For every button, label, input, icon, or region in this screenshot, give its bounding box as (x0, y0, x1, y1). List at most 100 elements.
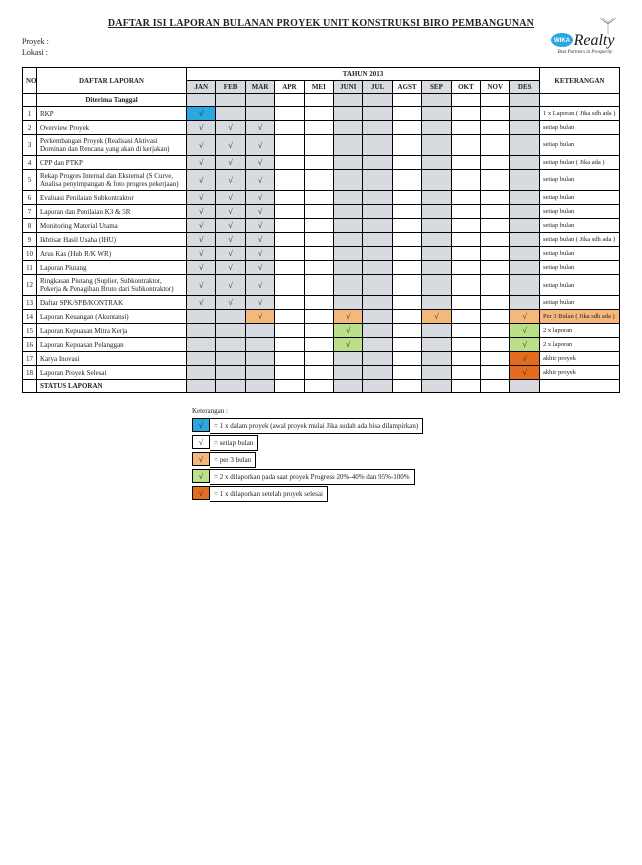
month-cell (451, 191, 480, 205)
table-row: 1RKP√1 x Laporan ( Jika sdh ada ) (23, 107, 620, 121)
th-tahun: TAHUN 2013 (187, 68, 540, 81)
month-cell: √ (187, 205, 216, 219)
month-cell (304, 261, 333, 275)
month-cell (392, 247, 421, 261)
month-cell (422, 219, 451, 233)
month-cell: √ (187, 191, 216, 205)
month-cell (187, 94, 216, 107)
month-cell (304, 219, 333, 233)
legend-swatch: √ (192, 452, 210, 466)
month-cell (392, 324, 421, 338)
month-cell (304, 205, 333, 219)
month-cell (245, 338, 274, 352)
month-cell (392, 121, 421, 135)
month-cell (422, 94, 451, 107)
th-no: NO (23, 68, 37, 94)
month-cell (451, 247, 480, 261)
month-cell: √ (245, 170, 274, 191)
month-cell (510, 94, 540, 107)
month-cell (363, 135, 392, 156)
month-cell: √ (334, 310, 363, 324)
cell-desc: Daftar SPK/SPB/KONTRAK (37, 296, 187, 310)
cell-desc: Perkembangan Proyek (Realisasi Aktivasi … (37, 135, 187, 156)
legend-swatch: √ (192, 469, 210, 483)
report-table: NO DAFTAR LAPORAN TAHUN 2013 KETERANGAN … (22, 67, 620, 393)
month-cell (275, 324, 304, 338)
month-cell: √ (245, 275, 274, 296)
month-cell (422, 338, 451, 352)
month-cell (304, 170, 333, 191)
cell-ket: setiap bulan (540, 296, 620, 310)
month-cell (334, 205, 363, 219)
month-cell (510, 219, 540, 233)
month-cell (510, 380, 540, 393)
th-month: OKT (451, 81, 480, 94)
month-cell (304, 296, 333, 310)
month-cell (510, 296, 540, 310)
month-cell: √ (245, 121, 274, 135)
cell-desc: Rekap Progres Internal dan Eksternal (S … (37, 170, 187, 191)
month-cell (304, 366, 333, 380)
month-cell: √ (334, 324, 363, 338)
month-cell (481, 156, 510, 170)
month-cell (334, 135, 363, 156)
month-cell (451, 156, 480, 170)
month-cell (451, 135, 480, 156)
month-cell (510, 261, 540, 275)
cell-ket: setiap bulan (540, 170, 620, 191)
meta-proyek: Proyek : (22, 37, 620, 46)
cell-no: 5 (23, 170, 37, 191)
month-cell (275, 205, 304, 219)
month-cell: √ (187, 135, 216, 156)
month-cell (275, 156, 304, 170)
month-cell (451, 352, 480, 366)
cell-ket: 2 x laporan (540, 338, 620, 352)
cell-desc: Ringkasan Piutang (Suplier, Subkontrakto… (37, 275, 187, 296)
cell-no: 12 (23, 275, 37, 296)
month-cell: √ (216, 247, 245, 261)
month-cell: √ (245, 219, 274, 233)
month-cell (451, 170, 480, 191)
month-cell: √ (216, 205, 245, 219)
month-cell: √ (216, 121, 245, 135)
month-cell (216, 338, 245, 352)
cell-no: 14 (23, 310, 37, 324)
table-row: 6Evaluasi Penilaian Subkontraktor√√√seti… (23, 191, 620, 205)
month-cell (275, 366, 304, 380)
cell-ket: setiap bulan (540, 135, 620, 156)
cell-ket: setiap bulan (540, 205, 620, 219)
logo-tagline: Best Partners in Prosperity (550, 50, 620, 55)
month-cell (481, 233, 510, 247)
month-cell (216, 380, 245, 393)
page-title: DAFTAR ISI LAPORAN BULANAN PROYEK UNIT K… (22, 18, 620, 29)
month-cell (422, 296, 451, 310)
month-cell (510, 247, 540, 261)
cell-desc: Monitoring Material Utama (37, 219, 187, 233)
month-cell (510, 107, 540, 121)
cell-ket: Per 3 Bulan ( Jika sdh ada ) (540, 310, 620, 324)
month-cell (451, 380, 480, 393)
wika-realty-logo-icon: WIKA Realty (550, 18, 620, 50)
month-cell: √ (187, 233, 216, 247)
month-cell (510, 191, 540, 205)
month-cell: √ (510, 310, 540, 324)
month-cell (392, 156, 421, 170)
month-cell (392, 261, 421, 275)
th-month: JUNI (334, 81, 363, 94)
cell-no (23, 94, 37, 107)
meta-lokasi: Lokasi : (22, 48, 620, 57)
month-cell (334, 261, 363, 275)
cell-no: 6 (23, 191, 37, 205)
month-cell (451, 366, 480, 380)
month-cell (187, 310, 216, 324)
cell-no: 8 (23, 219, 37, 233)
th-month: SEP (422, 81, 451, 94)
legend-text: = 1 x dilaporkan setelah proyek selesai (210, 486, 328, 502)
month-cell (245, 366, 274, 380)
month-cell (481, 275, 510, 296)
month-cell (275, 261, 304, 275)
month-cell: √ (245, 205, 274, 219)
cell-desc: Laporan Proyek Selesai (37, 366, 187, 380)
month-cell: √ (245, 247, 274, 261)
cell-desc: Karya Inovasi (37, 352, 187, 366)
